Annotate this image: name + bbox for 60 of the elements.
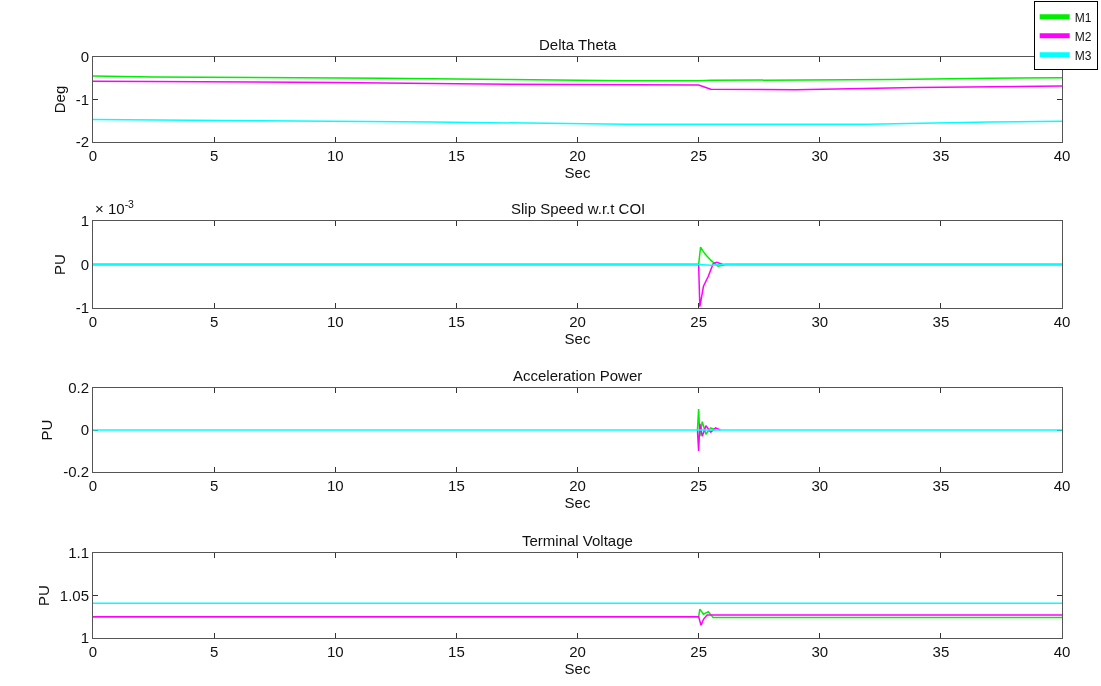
chart-title: Terminal Voltage bbox=[522, 532, 633, 549]
chart-title: Delta Theta bbox=[539, 36, 617, 53]
x-tick-label: 25 bbox=[690, 643, 707, 660]
x-tick-label: 30 bbox=[811, 313, 829, 330]
x-tick-label: 10 bbox=[326, 477, 344, 494]
legend-label: M3 bbox=[1074, 48, 1092, 63]
x-tick-label: 10 bbox=[326, 313, 344, 330]
chart-title: Slip Speed w.r.t COI bbox=[511, 200, 646, 217]
y-axis-title: PU bbox=[50, 254, 68, 275]
x-tick-label: 25 bbox=[690, 477, 707, 494]
x-axis-title: Sec bbox=[564, 660, 591, 677]
y-tick-label: 0 bbox=[80, 255, 89, 273]
y-tick-label: 1.05 bbox=[59, 586, 89, 604]
x-tick-label: 20 bbox=[569, 477, 586, 494]
legend-label: M1 bbox=[1074, 10, 1092, 25]
x-tick-label: 40 bbox=[1053, 313, 1071, 330]
y-tick-label: 0 bbox=[80, 421, 89, 439]
x-tick-label: 5 bbox=[209, 313, 219, 330]
x-tick-label: 35 bbox=[932, 147, 950, 164]
y-tick-label: 1 bbox=[80, 212, 89, 230]
x-tick-label: 15 bbox=[448, 313, 465, 330]
x-tick-label: 15 bbox=[448, 477, 465, 494]
x-tick-label: 25 bbox=[690, 147, 707, 164]
x-tick-label: 15 bbox=[448, 147, 465, 164]
x-tick-label: 35 bbox=[932, 643, 950, 660]
x-axis-title: Sec bbox=[564, 494, 591, 511]
x-tick-label: 25 bbox=[690, 313, 707, 330]
x-tick-label: 35 bbox=[932, 477, 950, 494]
x-tick-label: 30 bbox=[811, 147, 829, 164]
y-tick-label: -0.2 bbox=[63, 463, 89, 481]
y-tick-label: 1.1 bbox=[68, 544, 89, 562]
y-tick-label: -1 bbox=[75, 90, 89, 108]
x-tick-label: 10 bbox=[326, 643, 344, 660]
x-tick-label: 20 bbox=[569, 313, 586, 330]
y-tick-label: 0.2 bbox=[68, 379, 89, 397]
x-tick-label: 5 bbox=[209, 147, 219, 164]
y-axis-title: PU bbox=[38, 419, 56, 441]
x-tick-label: 40 bbox=[1053, 147, 1071, 164]
x-axis-title: Sec bbox=[564, 330, 591, 347]
x-tick-label: 35 bbox=[932, 313, 950, 330]
x-tick-label: 5 bbox=[209, 477, 219, 494]
x-tick-label: 20 bbox=[569, 147, 586, 164]
text: × 10$^{-3}$ bbox=[95, 198, 135, 218]
x-tick-label: 15 bbox=[448, 643, 465, 660]
y-tick-label: 1 bbox=[80, 629, 89, 647]
x-tick-label: 40 bbox=[1053, 643, 1071, 660]
x-tick-label: 30 bbox=[811, 643, 829, 660]
y-tick-label: -1 bbox=[75, 299, 89, 317]
x-tick-label: 30 bbox=[811, 477, 829, 494]
x-tick-label: 10 bbox=[326, 147, 344, 164]
y-axis-title: PU bbox=[35, 585, 53, 606]
legend-label: M2 bbox=[1074, 29, 1092, 44]
chart-title: Acceleration Power bbox=[513, 367, 643, 384]
y-tick-label: 0 bbox=[80, 48, 89, 66]
y-axis-title: Deg bbox=[50, 85, 68, 114]
y-tick-label: -2 bbox=[75, 133, 89, 151]
x-tick-label: 5 bbox=[209, 643, 219, 660]
x-axis-title: Sec bbox=[564, 164, 591, 181]
x-tick-label: 20 bbox=[569, 643, 586, 660]
x-tick-label: 40 bbox=[1053, 477, 1071, 494]
